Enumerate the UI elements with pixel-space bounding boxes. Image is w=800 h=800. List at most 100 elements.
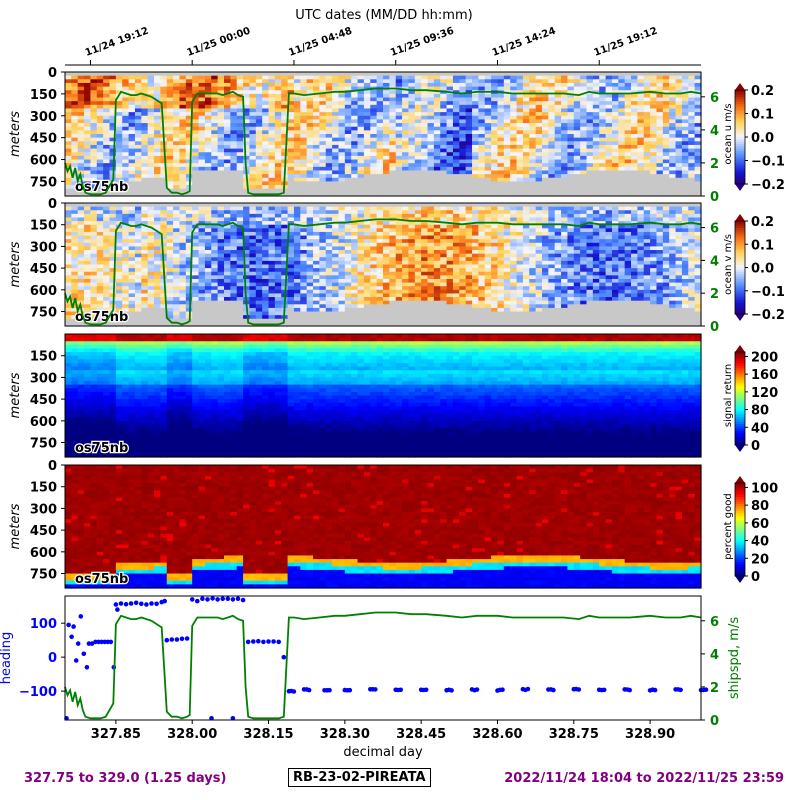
heading-point bbox=[169, 637, 175, 642]
heading-point bbox=[398, 687, 404, 693]
shipspd-overlay-line bbox=[64, 218, 702, 326]
y-tick-label: 450 bbox=[30, 524, 57, 539]
heading-point bbox=[281, 654, 287, 660]
colorbar-tick-label: −0.2 bbox=[751, 178, 785, 193]
panel-frame bbox=[64, 71, 702, 197]
panel-frame bbox=[64, 595, 702, 721]
heading-point bbox=[266, 639, 271, 644]
instrument-label: os75nb bbox=[75, 310, 128, 325]
colorbar-max-extend bbox=[735, 345, 745, 352]
heading-point bbox=[209, 716, 214, 721]
y-axis-label: heading bbox=[0, 632, 14, 685]
heading-point bbox=[235, 596, 241, 601]
x-tick-label: 328.75 bbox=[549, 727, 599, 742]
colorbar-tick-label: 0.2 bbox=[751, 215, 774, 230]
top-axis-tick-label: 11/25 04:48 bbox=[287, 26, 354, 59]
shipspd-line bbox=[64, 611, 702, 720]
heatmap-cells-signal-return bbox=[65, 334, 702, 458]
y-tick-label: 600 bbox=[30, 154, 57, 169]
y2-tick-label: 0 bbox=[710, 320, 719, 335]
heading-point bbox=[113, 602, 119, 607]
y2-tick-label: 2 bbox=[710, 681, 719, 696]
colorbar-max-extend bbox=[735, 476, 745, 483]
heading-point bbox=[144, 602, 149, 607]
top-axis: 11/24 19:12 11/25 00:00 11/25 04:48 11/25 0… bbox=[65, 26, 701, 66]
y-axis-label: meters bbox=[8, 503, 23, 549]
footer-date-range: 2022/11/24 18:04 to 2022/11/25 23:59 bbox=[504, 771, 784, 786]
colorbar-tick-label: 200 bbox=[751, 350, 778, 365]
colorbar-label: percent good bbox=[723, 493, 734, 559]
heading-point bbox=[245, 639, 251, 645]
top-axis-tick-label: 11/25 09:36 bbox=[389, 26, 456, 59]
heading-point bbox=[261, 639, 266, 645]
colorbar-min-extend bbox=[735, 576, 745, 583]
x-axis-label: decimal day bbox=[343, 745, 423, 760]
panel-heading-shipspd: 100 0 −100 heading 6 4 2 0 shipspd, m/s 327.85 328… bbox=[0, 595, 742, 760]
panel-ocean-v: os75nb 0 2 4 6 0.2 0.1 0.0 −0.1 −0.2 ocean v m/s 0 1… bbox=[8, 197, 785, 335]
y-tick-label: −100 bbox=[19, 685, 57, 700]
y2-tick-label: 4 bbox=[710, 254, 719, 269]
colorbar-tick-label: 0 bbox=[751, 439, 760, 454]
heading-point bbox=[276, 639, 282, 645]
heading-point bbox=[601, 687, 607, 693]
colorbar-tick-label: 0.1 bbox=[751, 108, 774, 123]
heading-point bbox=[225, 596, 231, 601]
heading-point bbox=[133, 600, 139, 606]
heatmap-cells-percent-good bbox=[65, 465, 702, 589]
y2-tick-label: 2 bbox=[710, 157, 719, 172]
colorbar-tick-label: 60 bbox=[751, 517, 769, 532]
x-tick-label: 328.60 bbox=[472, 727, 522, 742]
y2-tick-label: 4 bbox=[710, 648, 719, 663]
colorbar-tick-label: 40 bbox=[751, 421, 769, 436]
y-tick-label: 450 bbox=[30, 393, 57, 408]
heading-point bbox=[327, 687, 332, 693]
y-tick-label: 150 bbox=[30, 481, 57, 496]
heading-point bbox=[251, 639, 256, 644]
y2-tick-label: 4 bbox=[710, 124, 719, 139]
heading-point bbox=[69, 634, 74, 640]
heading-point bbox=[474, 687, 480, 692]
colorbar-frame bbox=[734, 351, 746, 446]
heading-point bbox=[347, 687, 353, 693]
x-tick-label: 328.90 bbox=[625, 727, 675, 742]
y2-axis-label: shipspd, m/s bbox=[727, 617, 742, 699]
panel-signal-return: os75nb 200 160 120 80 40 0 signal return 150 300 4… bbox=[8, 333, 778, 458]
x-tick-label: 327.85 bbox=[91, 727, 141, 742]
heading-point bbox=[551, 687, 556, 693]
y-tick-label: 300 bbox=[30, 502, 57, 517]
x-tick-label: 328.00 bbox=[167, 727, 217, 742]
colorbar-tick-label: 120 bbox=[751, 386, 778, 401]
y2-tick-label: 6 bbox=[710, 91, 719, 106]
y-tick-label: 150 bbox=[30, 88, 57, 103]
heading-point bbox=[423, 687, 429, 693]
heading-point bbox=[164, 637, 170, 643]
heading-point bbox=[627, 687, 632, 693]
heading-point bbox=[210, 596, 215, 601]
y-tick-label: 600 bbox=[30, 415, 57, 430]
y-axis-label: meters bbox=[8, 241, 23, 287]
y-tick-label: 0 bbox=[48, 66, 57, 81]
colorbar-tick-label: −0.1 bbox=[751, 285, 785, 300]
heading-point bbox=[118, 601, 124, 606]
colorbar-tick-label: −0.1 bbox=[751, 155, 785, 170]
y-tick-label: 750 bbox=[30, 568, 57, 583]
colorbar-tick-label: 0.2 bbox=[751, 84, 774, 99]
colorbar-min-extend bbox=[735, 445, 745, 452]
y-tick-label: 750 bbox=[30, 306, 57, 321]
heading-point bbox=[255, 638, 261, 644]
y-tick-label: 0 bbox=[48, 651, 57, 666]
y-tick-label: 300 bbox=[30, 371, 57, 386]
heatmap-cells-ocean-u bbox=[65, 72, 702, 197]
top-axis-tick-label: 11/25 19:12 bbox=[593, 26, 660, 59]
colorbar-min-extend bbox=[735, 184, 745, 191]
y-tick-label: 300 bbox=[30, 240, 57, 255]
x-tick-label: 328.15 bbox=[243, 727, 293, 742]
instrument-label: os75nb bbox=[75, 180, 128, 195]
heading-point bbox=[652, 687, 658, 693]
y-tick-label: 300 bbox=[30, 110, 57, 125]
colorbar-ocean-u: 0.2 0.1 0.0 −0.1 −0.2 ocean u m/s bbox=[723, 83, 785, 193]
colorbar-tick-label: 0 bbox=[751, 570, 760, 585]
colorbar-max-extend bbox=[735, 83, 745, 90]
colorbar-tick-label: 100 bbox=[751, 481, 778, 496]
